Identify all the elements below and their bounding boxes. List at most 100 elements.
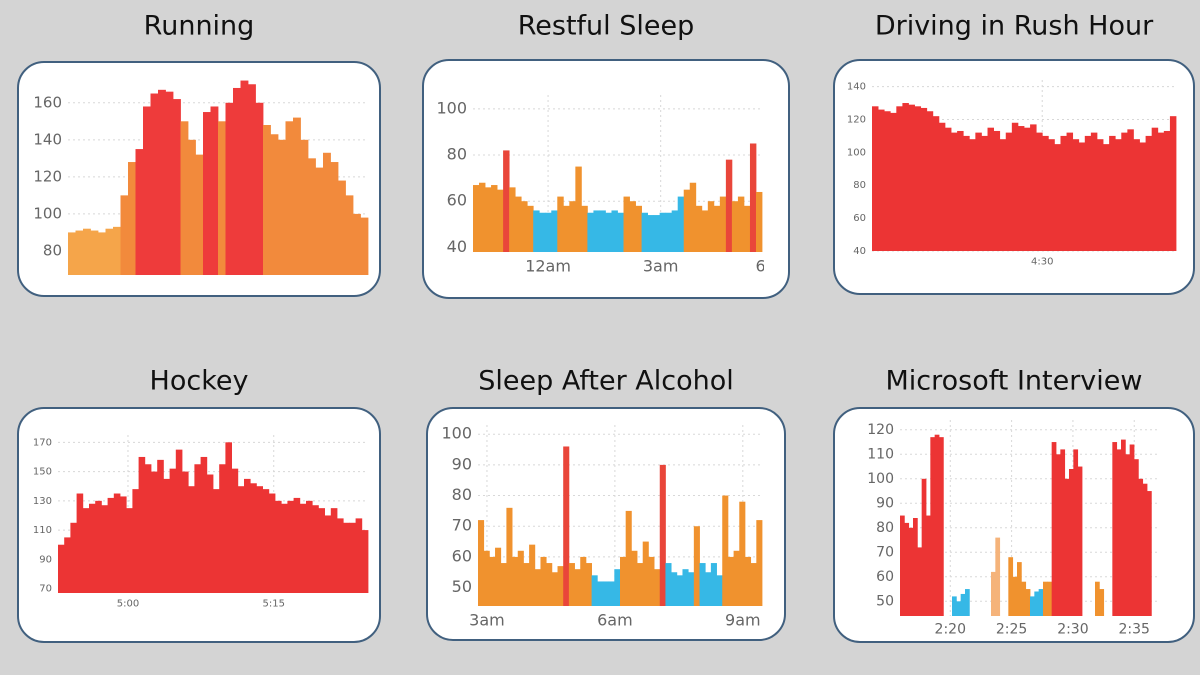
bar [608, 581, 615, 606]
bar [731, 201, 739, 252]
y-tick-label: 100 [436, 98, 467, 117]
bar [620, 556, 627, 606]
bar [602, 581, 610, 606]
bar [999, 139, 1007, 251]
bar [188, 139, 196, 275]
bar [1163, 130, 1171, 251]
bar [938, 122, 946, 251]
y-tick-label: 160 [33, 93, 62, 111]
bar [323, 152, 331, 275]
bar [896, 106, 903, 251]
bar [710, 563, 717, 606]
bar [981, 135, 988, 251]
bar [648, 556, 655, 606]
x-tick-label: 2:20 [935, 622, 966, 638]
bar [353, 213, 361, 275]
bar [659, 464, 666, 606]
bar [689, 182, 697, 252]
x-tick-label: 5:00 [117, 599, 139, 610]
bar [737, 196, 745, 252]
bar [539, 212, 546, 252]
bar [1169, 116, 1177, 251]
bar [195, 154, 204, 275]
bar [725, 159, 733, 252]
bar [581, 205, 588, 252]
bar [872, 106, 879, 251]
bar [677, 196, 685, 252]
bar [473, 185, 480, 252]
bar [993, 130, 1001, 251]
bar [1116, 449, 1122, 616]
bar [483, 550, 490, 606]
bar [285, 121, 294, 275]
y-tick-label: 70 [39, 584, 52, 595]
bar [151, 471, 158, 593]
bar [1129, 444, 1135, 616]
bar [568, 563, 575, 606]
bar [324, 515, 332, 593]
bar [913, 518, 918, 616]
bar [135, 149, 144, 275]
chart-title: Driving in Rush Hour [875, 11, 1154, 42]
bar [318, 508, 325, 593]
bar [569, 201, 576, 252]
bar [1078, 142, 1086, 251]
x-tick-label: 3am [643, 257, 679, 276]
x-tick-label: 6am [597, 611, 633, 630]
bar [1090, 132, 1098, 251]
bar [113, 493, 121, 593]
bar [614, 569, 621, 606]
bar [180, 121, 189, 275]
bar [517, 550, 524, 606]
bar [278, 139, 286, 275]
bar [637, 563, 644, 606]
y-tick-label: 60 [452, 546, 472, 565]
bar [231, 468, 239, 593]
x-tick-label: 6am [755, 257, 791, 276]
bar [683, 189, 691, 252]
bar [733, 550, 740, 606]
x-tick-label: 2:30 [1057, 622, 1088, 638]
bar [281, 503, 288, 593]
card [422, 59, 790, 299]
bar [969, 139, 976, 251]
bar [1072, 139, 1080, 251]
bar [1115, 139, 1122, 251]
bar [101, 505, 108, 593]
y-tick-label: 100 [441, 424, 472, 443]
y-tick-label: 120 [33, 167, 62, 185]
bar [921, 478, 927, 616]
bar [701, 210, 709, 252]
y-tick-label: 100 [847, 147, 866, 158]
bar [1008, 557, 1014, 616]
bar [665, 563, 672, 606]
bar [965, 589, 970, 616]
bar [1112, 442, 1118, 616]
bar [300, 139, 309, 275]
bar [512, 556, 519, 606]
bar [308, 158, 316, 275]
bar [654, 569, 661, 606]
y-tick-label: 40 [853, 246, 866, 257]
bar [268, 493, 276, 593]
bar [1030, 124, 1037, 251]
bar [900, 515, 905, 616]
bar [611, 210, 618, 252]
bar [917, 547, 923, 616]
bar [330, 508, 338, 593]
bar [1121, 132, 1128, 251]
bar [540, 556, 547, 606]
bar [951, 132, 958, 251]
bar [175, 449, 183, 593]
y-tick-label: 110 [867, 446, 894, 462]
bar [1056, 454, 1061, 616]
bar [902, 103, 909, 252]
bar [120, 195, 129, 275]
y-tick-label: 140 [847, 82, 866, 93]
bar [1139, 142, 1146, 251]
bar [497, 189, 504, 252]
x-tick-label: 2:25 [996, 622, 1027, 638]
bar [275, 500, 282, 593]
bar [991, 571, 996, 616]
bar [143, 106, 151, 276]
